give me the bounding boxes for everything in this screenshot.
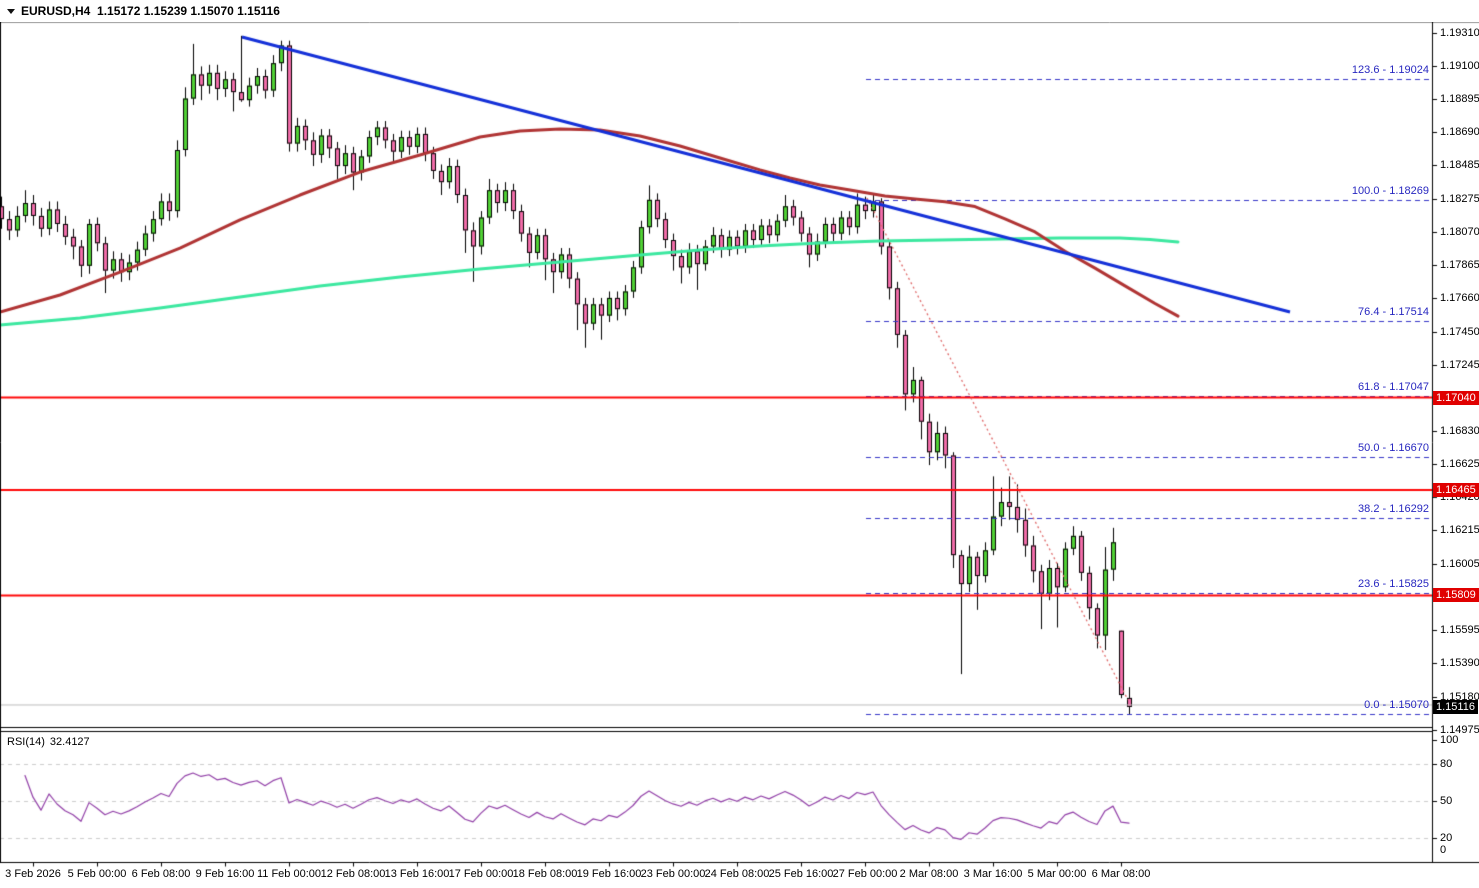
rsi-indicator-label: RSI(14) 32.4127 [7, 736, 95, 748]
chart-title-bar: EURUSD,H4 1.15172 1.15239 1.15070 1.1511… [0, 0, 1479, 22]
price-scale[interactable] [1432, 22, 1479, 862]
rsi-name: RSI(14) [7, 736, 45, 748]
chart-title: EURUSD,H4 1.15172 1.15239 1.15070 1.1511… [21, 4, 280, 18]
symbol-dropdown-icon[interactable] [7, 9, 15, 14]
rsi-value: 32.4127 [49, 736, 90, 748]
time-scale[interactable] [0, 862, 1432, 888]
